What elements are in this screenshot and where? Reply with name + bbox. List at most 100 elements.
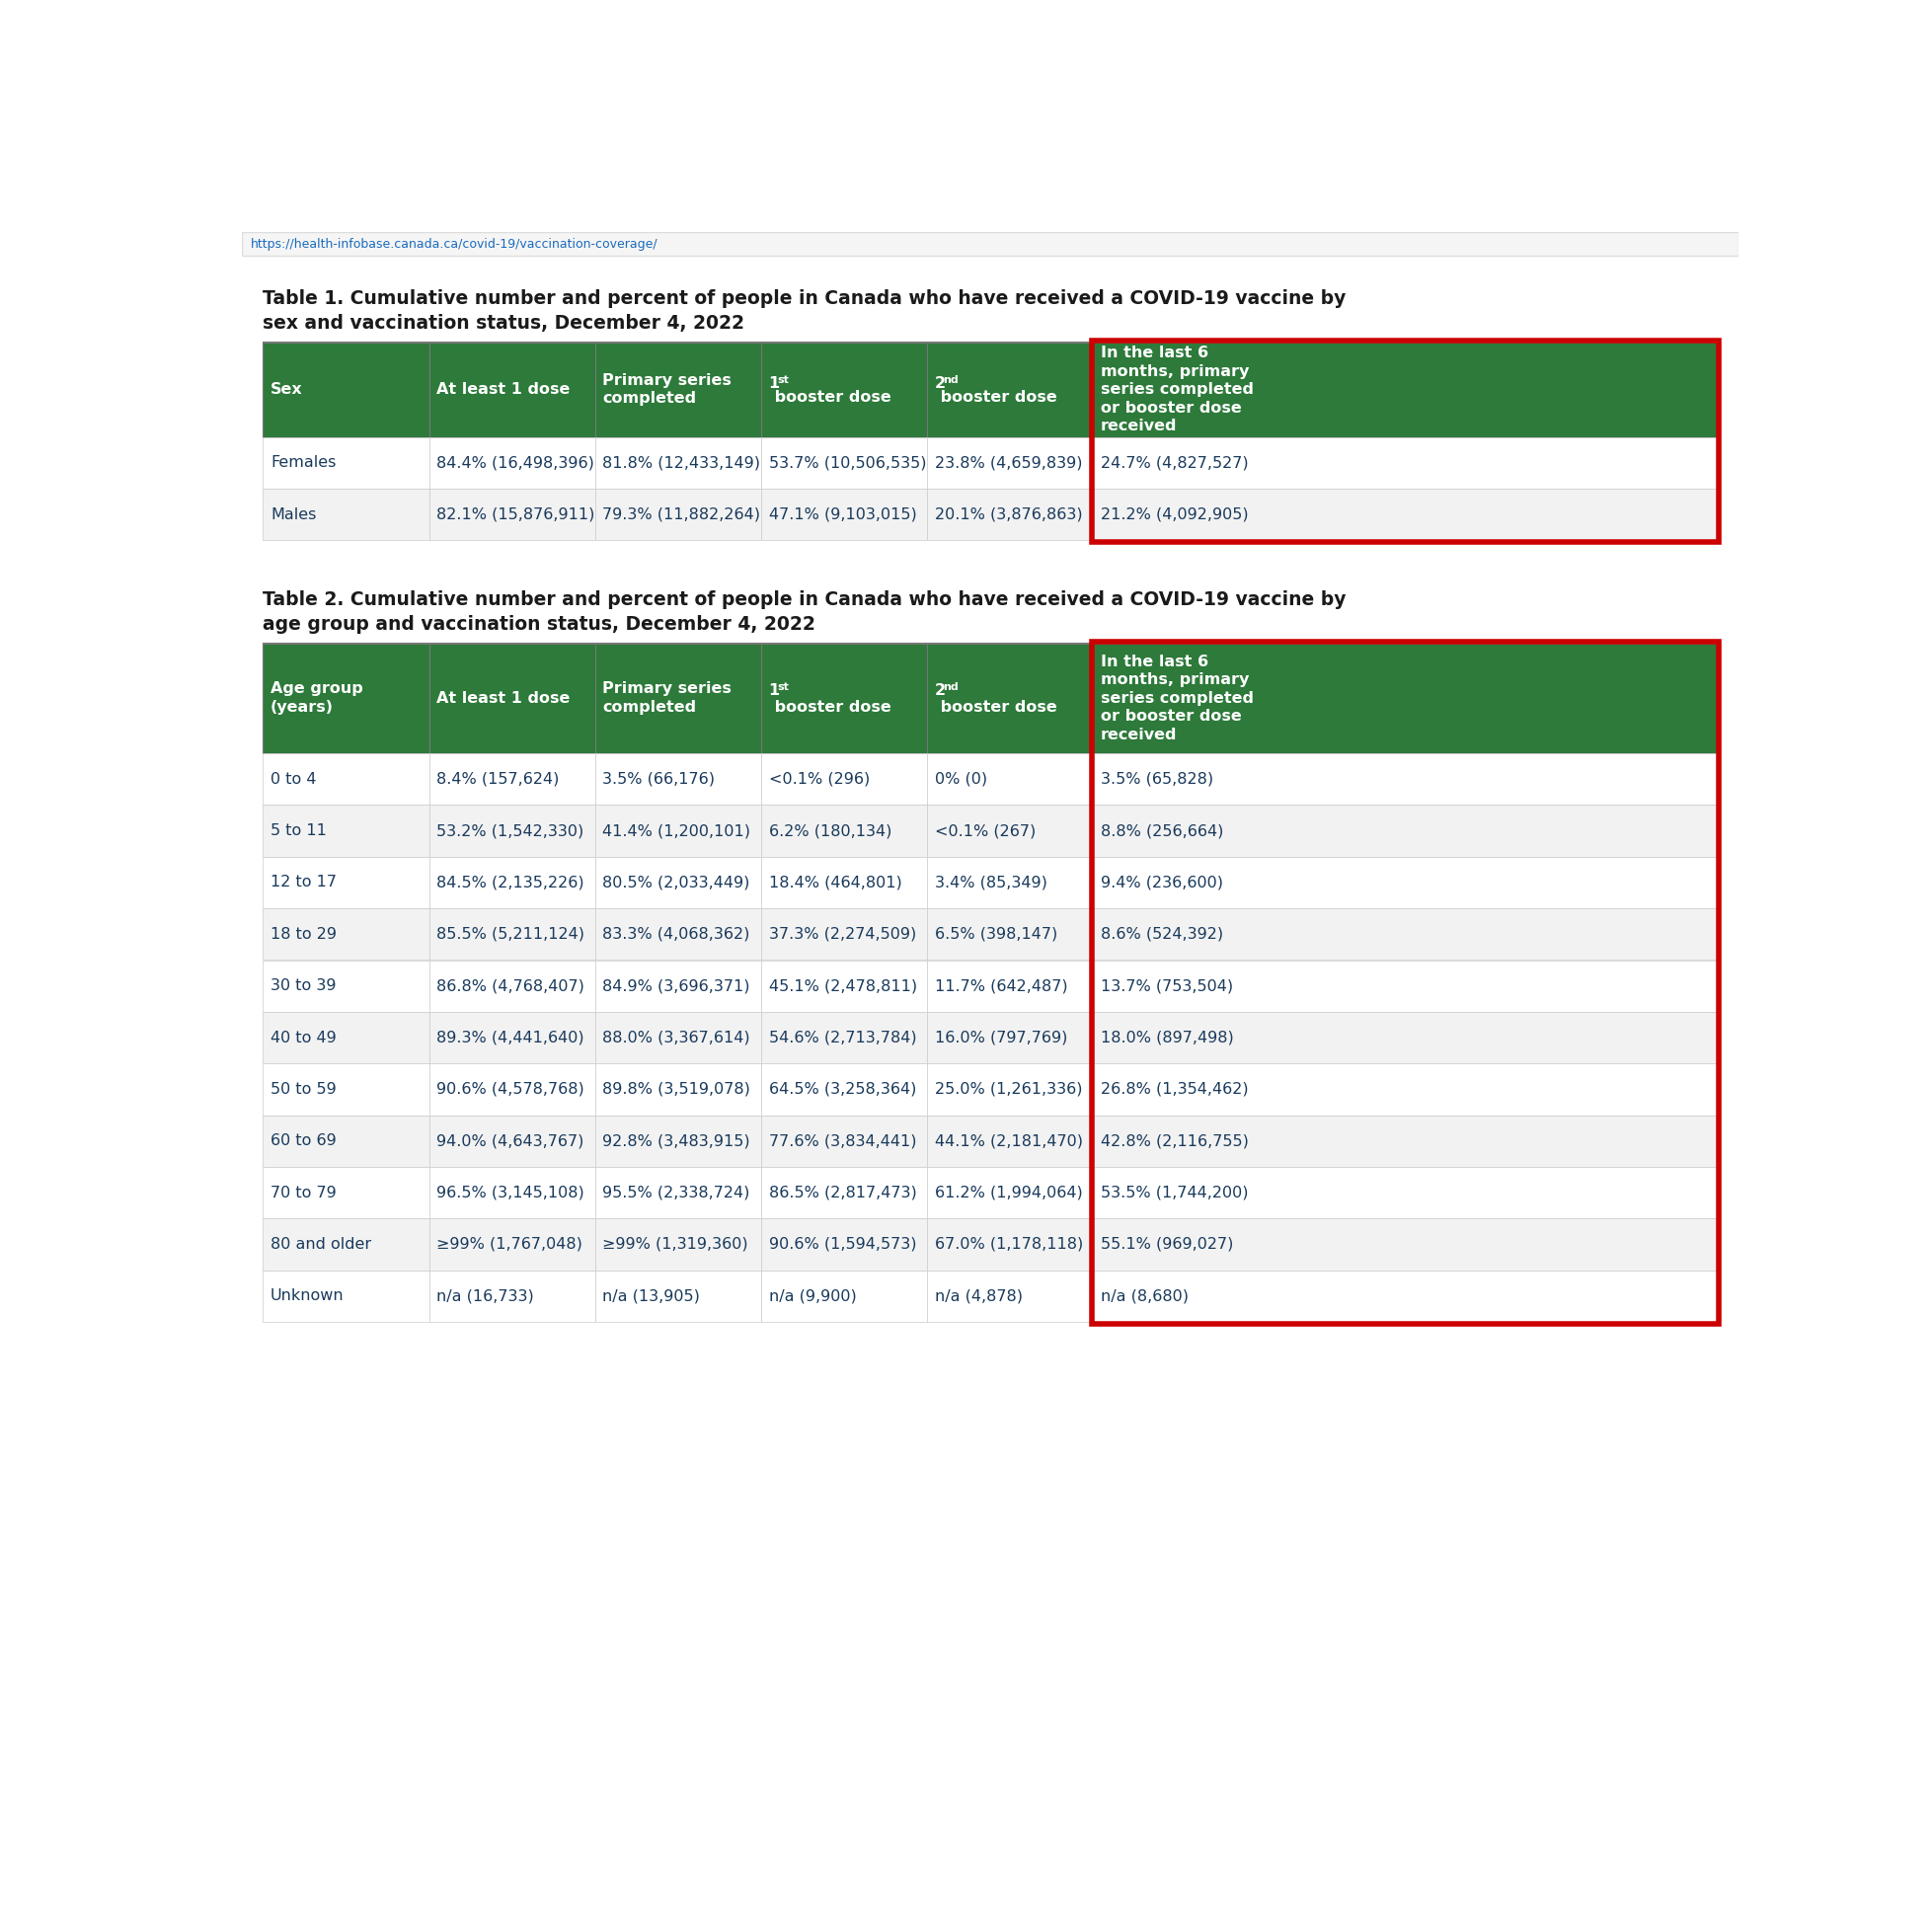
- Text: st: st: [777, 682, 788, 692]
- Text: 18 to 29: 18 to 29: [270, 927, 336, 941]
- Text: Unknown: Unknown: [270, 1289, 344, 1304]
- Bar: [595, 1115, 761, 1167]
- Bar: [1094, 1012, 1718, 1063]
- Text: 12 to 17: 12 to 17: [270, 875, 336, 891]
- Text: 5 to 11: 5 to 11: [270, 823, 327, 838]
- Text: 26.8% (1,354,462): 26.8% (1,354,462): [1101, 1082, 1248, 1097]
- Text: 37.3% (2,274,509): 37.3% (2,274,509): [769, 927, 916, 941]
- Text: 84.9% (3,696,371): 84.9% (3,696,371): [603, 978, 750, 993]
- Text: 40 to 49: 40 to 49: [270, 1030, 336, 1045]
- Bar: [429, 489, 595, 541]
- Text: <0.1% (267): <0.1% (267): [935, 823, 1036, 838]
- Bar: [927, 856, 1094, 908]
- Text: Table 2. Cumulative number and percent of people in Canada who have received a C: Table 2. Cumulative number and percent o…: [263, 589, 1347, 634]
- Text: 9.4% (236,600): 9.4% (236,600): [1101, 875, 1223, 891]
- Text: 90.6% (1,594,573): 90.6% (1,594,573): [769, 1236, 916, 1252]
- Text: booster dose: booster dose: [769, 390, 891, 404]
- Text: 1: 1: [769, 684, 781, 697]
- Text: 2: 2: [935, 684, 945, 697]
- Bar: [1094, 1063, 1718, 1115]
- Bar: [595, 908, 761, 960]
- Bar: [595, 643, 761, 753]
- Bar: [927, 1269, 1094, 1321]
- Text: 84.4% (16,498,396): 84.4% (16,498,396): [437, 456, 595, 469]
- Bar: [761, 643, 927, 753]
- Text: 89.3% (4,441,640): 89.3% (4,441,640): [437, 1030, 583, 1045]
- Bar: [595, 1219, 761, 1269]
- Bar: [595, 342, 761, 437]
- Bar: [595, 1012, 761, 1063]
- Bar: [429, 753, 595, 806]
- Bar: [761, 960, 927, 1012]
- Bar: [761, 1219, 927, 1269]
- Bar: [263, 1269, 429, 1321]
- Text: In the last 6
months, primary
series completed
or booster dose
received: In the last 6 months, primary series com…: [1101, 655, 1254, 742]
- Bar: [429, 437, 595, 489]
- Text: 83.3% (4,068,362): 83.3% (4,068,362): [603, 927, 750, 941]
- Bar: [429, 806, 595, 856]
- Bar: [761, 1063, 927, 1115]
- Text: booster dose: booster dose: [935, 390, 1057, 404]
- Text: 88.0% (3,367,614): 88.0% (3,367,614): [603, 1030, 750, 1045]
- Text: n/a (8,680): n/a (8,680): [1101, 1289, 1188, 1304]
- Bar: [242, 232, 1739, 257]
- Bar: [595, 806, 761, 856]
- Bar: [429, 908, 595, 960]
- Bar: [927, 1167, 1094, 1219]
- Text: Sex: Sex: [270, 383, 303, 396]
- Text: Age group
(years): Age group (years): [270, 682, 363, 715]
- Text: 24.7% (4,827,527): 24.7% (4,827,527): [1101, 456, 1248, 469]
- Bar: [429, 960, 595, 1012]
- Text: Primary series
completed: Primary series completed: [603, 373, 732, 406]
- Text: 60 to 69: 60 to 69: [270, 1134, 336, 1148]
- Text: 80 and older: 80 and older: [270, 1236, 371, 1252]
- Bar: [263, 437, 429, 489]
- Text: 95.5% (2,338,724): 95.5% (2,338,724): [603, 1186, 750, 1200]
- Text: 13.7% (753,504): 13.7% (753,504): [1101, 978, 1233, 993]
- Text: n/a (13,905): n/a (13,905): [603, 1289, 699, 1304]
- Bar: [1094, 437, 1718, 489]
- Bar: [429, 1115, 595, 1167]
- Text: ≥99% (1,767,048): ≥99% (1,767,048): [437, 1236, 583, 1252]
- Text: 8.6% (524,392): 8.6% (524,392): [1101, 927, 1223, 941]
- Text: 53.2% (1,542,330): 53.2% (1,542,330): [437, 823, 583, 838]
- Bar: [1094, 1167, 1718, 1219]
- Text: 70 to 79: 70 to 79: [270, 1186, 336, 1200]
- Bar: [1094, 342, 1718, 437]
- Text: Primary series
completed: Primary series completed: [603, 682, 732, 715]
- Bar: [429, 1167, 595, 1219]
- Bar: [263, 1167, 429, 1219]
- Text: 47.1% (9,103,015): 47.1% (9,103,015): [769, 508, 916, 522]
- Text: nd: nd: [943, 682, 958, 692]
- Bar: [761, 908, 927, 960]
- Bar: [263, 856, 429, 908]
- Text: 53.7% (10,506,535): 53.7% (10,506,535): [769, 456, 925, 469]
- Bar: [263, 643, 429, 753]
- Bar: [429, 643, 595, 753]
- Bar: [761, 489, 927, 541]
- Text: 16.0% (797,769): 16.0% (797,769): [935, 1030, 1066, 1045]
- Text: 54.6% (2,713,784): 54.6% (2,713,784): [769, 1030, 916, 1045]
- Text: ≥99% (1,319,360): ≥99% (1,319,360): [603, 1236, 748, 1252]
- Text: <0.1% (296): <0.1% (296): [769, 771, 869, 786]
- Text: 18.4% (464,801): 18.4% (464,801): [769, 875, 902, 891]
- Bar: [927, 1219, 1094, 1269]
- Text: 1: 1: [769, 377, 781, 390]
- Bar: [429, 342, 595, 437]
- Bar: [761, 437, 927, 489]
- Bar: [595, 1167, 761, 1219]
- Text: 8.8% (256,664): 8.8% (256,664): [1101, 823, 1223, 838]
- Text: 96.5% (3,145,108): 96.5% (3,145,108): [437, 1186, 585, 1200]
- Bar: [263, 342, 429, 437]
- Bar: [761, 1167, 927, 1219]
- Text: 8.4% (157,624): 8.4% (157,624): [437, 771, 560, 786]
- Text: 45.1% (2,478,811): 45.1% (2,478,811): [769, 978, 918, 993]
- Text: Table 1. Cumulative number and percent of people in Canada who have received a C: Table 1. Cumulative number and percent o…: [263, 290, 1347, 332]
- Text: 82.1% (15,876,911): 82.1% (15,876,911): [437, 508, 595, 522]
- Text: 0 to 4: 0 to 4: [270, 771, 317, 786]
- Bar: [1092, 641, 1719, 1323]
- Text: nd: nd: [943, 375, 958, 384]
- Text: https://health-infobase.canada.ca/covid-19/vaccination-coverage/: https://health-infobase.canada.ca/covid-…: [251, 238, 659, 251]
- Text: 30 to 39: 30 to 39: [270, 978, 336, 993]
- Text: Females: Females: [270, 456, 336, 469]
